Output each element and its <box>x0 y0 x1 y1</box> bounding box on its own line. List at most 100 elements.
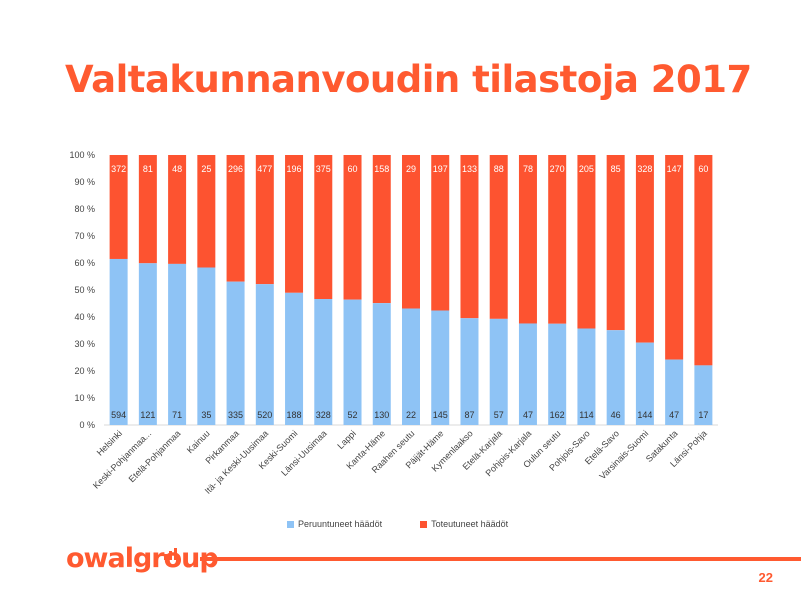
data-label-toteutuneet: 133 <box>462 164 477 174</box>
footer-divider <box>200 557 801 561</box>
bar-segment-peruuntuneet <box>635 342 654 425</box>
data-label-toteutuneet: 328 <box>637 164 652 174</box>
bar-segment-peruuntuneet <box>168 263 187 425</box>
data-label-peruuntuneet: 46 <box>611 410 621 420</box>
bar-segment-peruuntuneet <box>255 284 274 425</box>
data-label-peruuntuneet: 87 <box>464 410 474 420</box>
y-tick-label: 20 % <box>74 366 95 376</box>
data-label-toteutuneet: 78 <box>523 164 533 174</box>
data-label-peruuntuneet: 130 <box>374 410 389 420</box>
data-label-toteutuneet: 205 <box>579 164 594 174</box>
slide-title: Valtakunnanvoudin tilastoja 2017 <box>65 58 752 101</box>
bar-segment-toteutuneet <box>665 155 684 360</box>
bar-segment-peruuntuneet <box>343 299 362 425</box>
data-label-toteutuneet: 29 <box>406 164 416 174</box>
data-label-peruuntuneet: 22 <box>406 410 416 420</box>
bar-segment-peruuntuneet <box>138 263 157 425</box>
bar-segment-peruuntuneet <box>577 328 596 425</box>
data-label-toteutuneet: 25 <box>201 164 211 174</box>
x-category-label: Helsinki <box>95 428 124 457</box>
y-tick-label: 80 % <box>74 204 95 214</box>
data-label-peruuntuneet: 121 <box>140 410 155 420</box>
bar-segment-toteutuneet <box>226 155 245 282</box>
data-label-peruuntuneet: 47 <box>669 410 679 420</box>
data-label-peruuntuneet: 328 <box>316 410 331 420</box>
bar-segment-toteutuneet <box>343 155 362 300</box>
y-tick-label: 40 % <box>74 312 95 322</box>
data-label-peruuntuneet: 520 <box>257 410 272 420</box>
data-label-toteutuneet: 375 <box>316 164 331 174</box>
data-label-toteutuneet: 48 <box>172 164 182 174</box>
data-label-toteutuneet: 88 <box>494 164 504 174</box>
bar-segment-peruuntuneet <box>694 365 713 425</box>
bar-segment-toteutuneet <box>138 155 157 264</box>
bar-segment-toteutuneet <box>255 155 274 285</box>
bar-segment-peruuntuneet <box>109 258 128 425</box>
data-label-peruuntuneet: 145 <box>433 410 448 420</box>
logo-wordmark: owalgroup <box>66 543 219 574</box>
data-label-peruuntuneet: 71 <box>172 410 182 420</box>
logo-bars-icon <box>163 548 177 560</box>
bar-segment-toteutuneet <box>109 155 128 259</box>
bar-segment-toteutuneet <box>197 155 216 268</box>
data-label-toteutuneet: 270 <box>550 164 565 174</box>
data-label-peruuntuneet: 594 <box>111 410 126 420</box>
bar-segment-toteutuneet <box>548 155 567 324</box>
bar-segment-peruuntuneet <box>372 303 391 425</box>
data-label-toteutuneet: 147 <box>667 164 682 174</box>
y-tick-label: 100 % <box>69 150 95 160</box>
bar-segment-toteutuneet <box>635 155 654 343</box>
y-tick-label: 10 % <box>74 393 95 403</box>
legend-label-toteutuneet: Toteutuneet häädöt <box>431 519 509 529</box>
bar-segment-peruuntuneet <box>548 323 567 425</box>
bar-segment-peruuntuneet <box>402 308 420 425</box>
bar-segment-toteutuneet <box>694 155 713 366</box>
bar-segment-peruuntuneet <box>431 310 450 425</box>
data-label-peruuntuneet: 114 <box>579 410 593 420</box>
bar-segment-toteutuneet <box>460 155 479 319</box>
bar-segment-toteutuneet <box>489 155 508 319</box>
data-label-peruuntuneet: 17 <box>698 410 708 420</box>
bar-segment-peruuntuneet <box>197 267 216 425</box>
data-label-toteutuneet: 477 <box>257 164 272 174</box>
data-label-peruuntuneet: 335 <box>228 410 243 420</box>
chart-legend: Peruuntuneet häädöt Toteutuneet häädöt <box>287 519 508 529</box>
bar-segment-peruuntuneet <box>665 359 684 425</box>
data-label-peruuntuneet: 47 <box>523 410 533 420</box>
x-category-label: Lappi <box>335 428 358 451</box>
bar-segment-toteutuneet <box>577 155 596 329</box>
stacked-bar-chart: 0 % 10 % 20 % 30 % 40 % 50 % 60 % 70 % 80 % 90 % 1… <box>69 150 718 496</box>
bar-segment-peruuntuneet <box>489 318 508 425</box>
data-label-toteutuneet: 158 <box>374 164 389 174</box>
data-label-peruuntuneet: 35 <box>201 410 211 420</box>
bar-segment-peruuntuneet <box>460 318 479 425</box>
x-category-label: Etelä-Pohjanmaa <box>127 428 183 484</box>
y-tick-label: 60 % <box>74 258 95 268</box>
owalgroup-logo: owalgroup <box>66 540 219 574</box>
bar-segment-peruuntuneet <box>606 330 625 425</box>
bar-segment-toteutuneet <box>402 155 420 309</box>
bar-segment-toteutuneet <box>518 155 537 324</box>
bar-segment-toteutuneet <box>431 155 450 311</box>
y-tick-label: 50 % <box>74 285 95 295</box>
bar-segment-toteutuneet <box>285 155 304 293</box>
legend-item-peruuntuneet: Peruuntuneet häädöt <box>287 519 382 529</box>
legend-item-toteutuneet: Toteutuneet häädöt <box>420 519 508 529</box>
data-label-peruuntuneet: 57 <box>494 410 504 420</box>
y-tick-label: 70 % <box>74 231 95 241</box>
data-label-toteutuneet: 81 <box>143 164 153 174</box>
data-label-peruuntuneet: 144 <box>637 410 652 420</box>
y-tick-label: 30 % <box>74 339 95 349</box>
data-label-toteutuneet: 85 <box>611 164 621 174</box>
data-label-toteutuneet: 197 <box>433 164 448 174</box>
data-label-toteutuneet: 296 <box>228 164 243 174</box>
legend-swatch-peruuntuneet <box>287 520 294 528</box>
y-tick-label: 0 % <box>79 420 95 430</box>
bar-segment-peruuntuneet <box>518 323 537 425</box>
data-label-toteutuneet: 372 <box>111 164 126 174</box>
page-number: 22 <box>758 570 773 585</box>
data-label-toteutuneet: 60 <box>348 164 358 174</box>
data-label-peruuntuneet: 162 <box>550 410 565 420</box>
x-category-label: Kainuu <box>185 428 212 455</box>
bar-segment-toteutuneet <box>168 155 187 264</box>
